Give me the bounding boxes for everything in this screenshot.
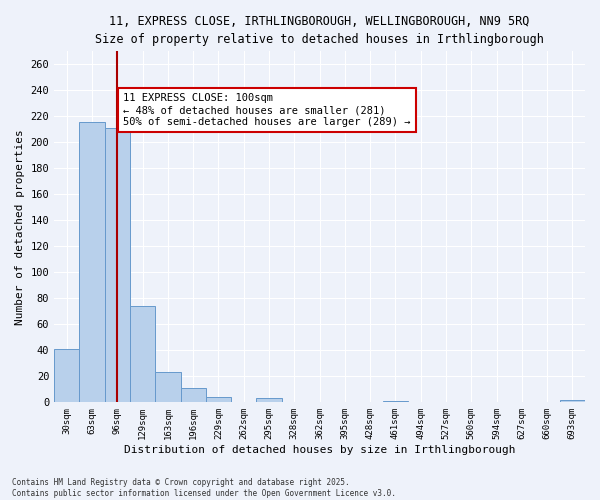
Text: 11 EXPRESS CLOSE: 100sqm
← 48% of detached houses are smaller (281)
50% of semi-: 11 EXPRESS CLOSE: 100sqm ← 48% of detach… xyxy=(123,94,410,126)
Bar xyxy=(79,122,105,402)
Title: 11, EXPRESS CLOSE, IRTHLINGBOROUGH, WELLINGBOROUGH, NN9 5RQ
Size of property rel: 11, EXPRESS CLOSE, IRTHLINGBOROUGH, WELL… xyxy=(95,15,544,46)
Bar xyxy=(54,349,79,403)
X-axis label: Distribution of detached houses by size in Irthlingborough: Distribution of detached houses by size … xyxy=(124,445,515,455)
Bar xyxy=(155,372,181,402)
Bar xyxy=(181,388,206,402)
Bar xyxy=(560,400,585,402)
Text: Contains HM Land Registry data © Crown copyright and database right 2025.
Contai: Contains HM Land Registry data © Crown c… xyxy=(12,478,396,498)
Bar xyxy=(105,128,130,402)
Y-axis label: Number of detached properties: Number of detached properties xyxy=(15,129,25,324)
Bar xyxy=(206,397,231,402)
Bar xyxy=(130,306,155,402)
Bar xyxy=(256,398,281,402)
Bar xyxy=(383,401,408,402)
